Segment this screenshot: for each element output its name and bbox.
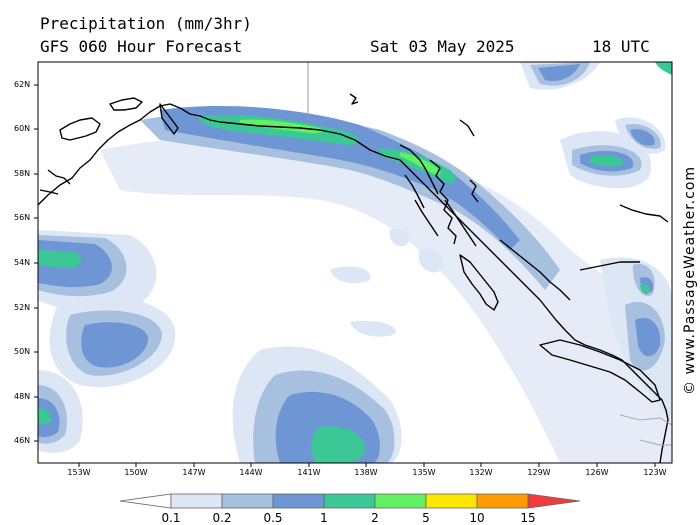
lon-tick-label: 141W	[297, 468, 321, 477]
lon-tick-label: 147W	[182, 468, 206, 477]
legend-bin-1	[170, 493, 223, 509]
legend-bin-7	[476, 493, 529, 509]
header-time: 18 UTC	[592, 37, 650, 56]
lat-tick-label: 48N	[14, 392, 31, 401]
precip-heavy	[38, 62, 672, 463]
legend-label: 1	[320, 511, 328, 525]
legend-arrow-high	[527, 493, 581, 509]
lon-tick-label: 123W	[643, 468, 667, 477]
lat-tick-label: 52N	[14, 303, 31, 312]
legend-colorbar	[119, 493, 581, 509]
lon-tick-label: 126W	[585, 468, 609, 477]
header-model: GFS 060 Hour Forecast	[40, 37, 243, 56]
lon-tick-label: 153W	[67, 468, 91, 477]
legend-label: 2	[371, 511, 379, 525]
lat-tick-label: 60N	[14, 124, 31, 133]
precip-medium	[38, 64, 661, 463]
legend-label: 15	[520, 511, 536, 525]
lat-tick-label: 50N	[14, 347, 31, 356]
lat-tick-label: 58N	[14, 169, 31, 178]
coastline	[38, 93, 669, 463]
lat-tick-label: 62N	[14, 80, 31, 89]
site-credit: © www.PassageWeather.com	[682, 165, 698, 395]
lon-tick-label: 129W	[527, 468, 551, 477]
legend-bin-3	[272, 493, 325, 509]
lon-tick-label: 138W	[354, 468, 378, 477]
legend-arrow-low	[119, 493, 172, 509]
lat-tick-label: 56N	[14, 213, 31, 222]
lon-tick-label: 135W	[412, 468, 436, 477]
legend-bin-4	[323, 493, 376, 509]
lat-tick-label: 54N	[14, 258, 31, 267]
legend-bin-6	[425, 493, 478, 509]
legend-label: 0.2	[212, 511, 232, 525]
legend-bin-2	[221, 493, 274, 509]
legend-label: 5	[422, 511, 430, 525]
lat-tick-label: 46N	[14, 436, 31, 445]
legend-bin-5	[374, 493, 427, 509]
legend-label: 0.5	[263, 511, 283, 525]
lon-tick-label: 150W	[124, 468, 148, 477]
lon-tick-label: 144W	[239, 468, 263, 477]
header-title: Precipitation (mm/3hr)	[40, 14, 252, 33]
lon-tick-label: 132W	[469, 468, 493, 477]
header-date: Sat 03 May 2025	[370, 37, 515, 56]
legend-label: 10	[469, 511, 485, 525]
legend-label: 0.1	[161, 511, 181, 525]
